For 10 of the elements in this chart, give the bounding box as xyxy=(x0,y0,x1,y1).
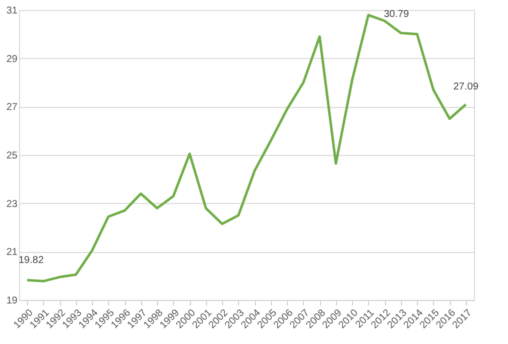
y-tick-label: 25 xyxy=(6,150,18,162)
annotation: 30.79 xyxy=(384,9,410,20)
annotation: 27.09 xyxy=(453,81,479,92)
y-tick-label: 29 xyxy=(6,54,18,65)
y-tick-label: 19 xyxy=(6,296,18,306)
y-tick-label: 27 xyxy=(6,102,18,114)
y-tick-label: 31 xyxy=(6,6,18,16)
annotation: 19.82 xyxy=(18,255,44,266)
y-tick-label: 23 xyxy=(6,198,18,210)
y-tick-label: 21 xyxy=(6,247,18,258)
